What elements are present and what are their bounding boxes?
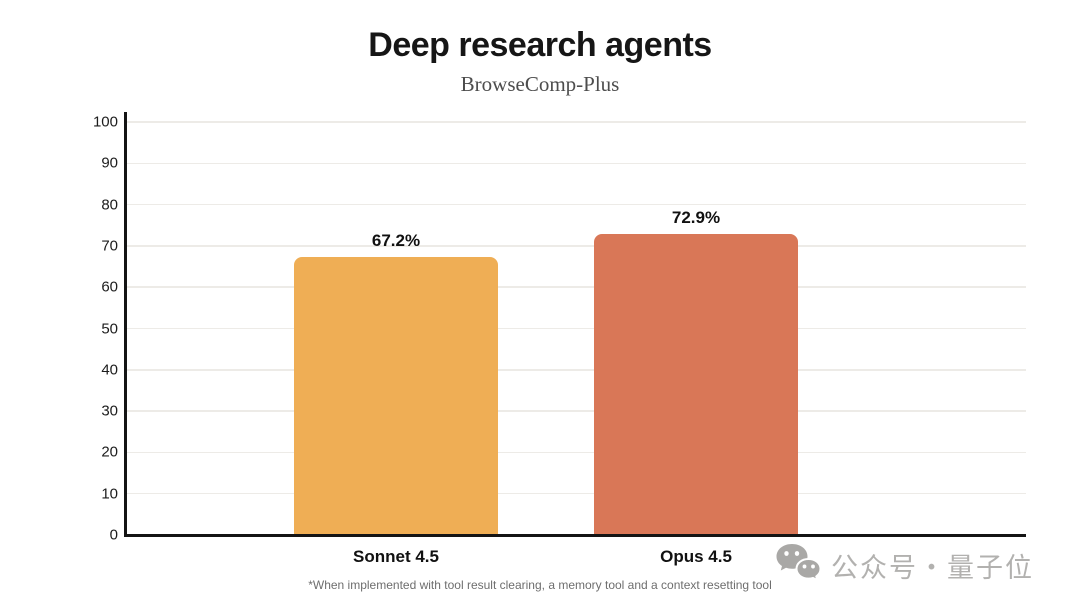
y-tick-label-40: 40 [101,361,118,379]
y-tick-label-30: 30 [101,402,118,420]
y-tick-label-10: 10 [101,485,118,503]
gridline-10 [126,492,1026,495]
watermark: 公众号・量子位 [775,543,1034,588]
y-tick-label-90: 90 [101,154,118,172]
x-tick-label-opus-4-5: Opus 4.5 [660,547,732,566]
bar-value-label: 72.9% [671,207,721,227]
y-tick-label-80: 80 [101,196,118,214]
gridline-30 [126,410,1026,412]
gridline-90 [126,162,1026,165]
gridline-70 [126,245,1026,247]
y-tick-label-0: 0 [109,526,118,544]
y-axis-line [124,112,127,537]
bar-value-label: 67.2% [371,231,421,251]
y-tick-label-20: 20 [101,443,118,461]
bar-sonnet-4-5 [294,257,498,535]
chart-subtitle: BrowseComp-Plus [460,72,620,96]
y-tick-label-60: 60 [101,278,118,296]
y-tick-label-100: 100 [92,113,118,131]
footnote: *When implemented with tool result clear… [308,578,772,592]
gridline-20 [126,451,1026,454]
gridline-60 [126,286,1026,288]
wechat-icon [775,543,822,588]
x-tick-label-sonnet-4-5: Sonnet 4.5 [353,547,439,566]
watermark-text: 公众号・量子位 [831,553,1034,583]
bar-opus-4-5 [594,233,798,535]
x-axis-line [124,534,1026,537]
gridline-80 [126,203,1026,206]
gridline-50 [126,327,1026,330]
y-tick-label-70: 70 [101,237,118,255]
gridline-40 [126,369,1026,371]
gridline-100 [126,121,1026,123]
y-tick-label-50: 50 [101,320,118,337]
chart-title: Deep research agents [368,26,712,64]
